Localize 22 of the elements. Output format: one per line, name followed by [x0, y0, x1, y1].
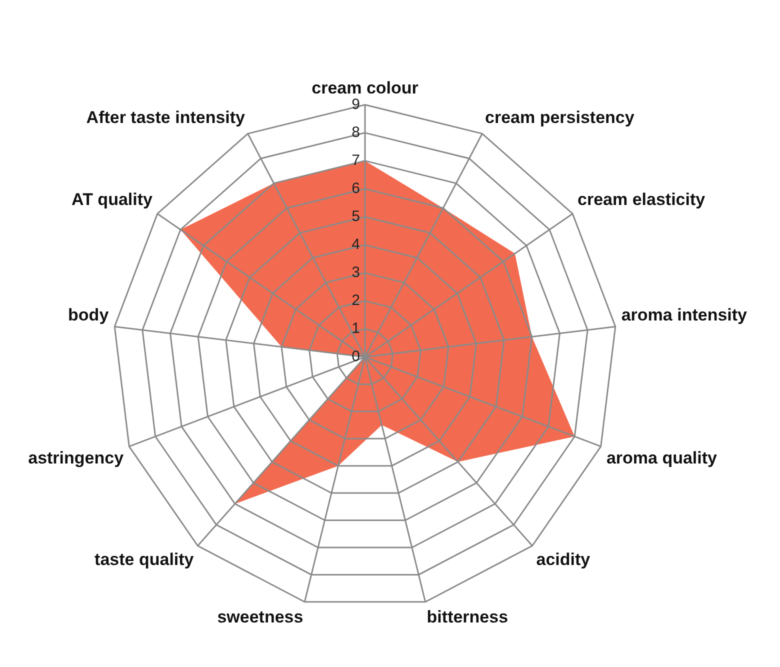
spoke-label: sweetness [217, 608, 304, 627]
spoke-label: acidity [536, 550, 591, 570]
y-tick-label: 5 [352, 208, 360, 226]
spoke-label: cream colour [312, 78, 419, 98]
y-tick-label: 2 [352, 292, 360, 310]
y-tick-label: 9 [352, 96, 360, 113]
y-tick-label: 0 [352, 348, 360, 366]
y-tick-label: 1 [352, 320, 360, 338]
spoke-label: body [68, 305, 110, 324]
spoke-label: astringency [28, 448, 124, 468]
spoke-label: aroma quality [606, 448, 718, 468]
y-tick-label: 4 [352, 236, 360, 254]
y-tick-label: 8 [352, 124, 360, 141]
spoke-label: aroma intensity [621, 305, 748, 324]
spoke-label: After taste intensity [86, 108, 246, 127]
y-tick-label: 6 [352, 180, 360, 197]
spoke-label: bitterness [426, 608, 508, 627]
spoke-label: cream persistency [485, 108, 635, 127]
y-tick-label: 3 [352, 264, 360, 282]
spoke-label: cream elasticity [578, 190, 706, 209]
spoke-label: AT quality [72, 190, 154, 209]
spoke-label: taste quality [94, 550, 194, 570]
